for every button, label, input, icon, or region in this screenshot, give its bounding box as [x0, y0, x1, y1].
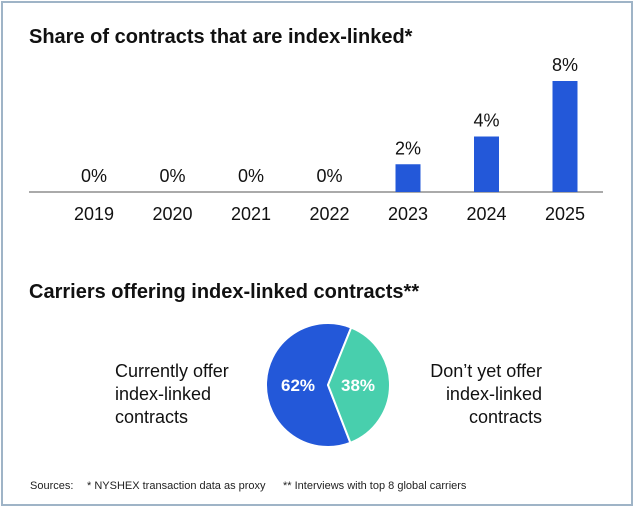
x-tick-2022: 2022 [309, 204, 349, 224]
pie-label-not-offer: Don’t yet offer index-linked contracts [430, 361, 542, 427]
pie-slice-offer [265, 322, 353, 448]
x-tick-2021: 2021 [231, 204, 271, 224]
bar-2023 [395, 164, 421, 192]
pie-chart-title: Carriers offering index-linked contracts… [29, 281, 420, 303]
data-label-2020: 0% [159, 166, 185, 186]
source-note-2: ** Interviews with top 8 global carriers [283, 480, 467, 492]
data-label-2021: 0% [238, 166, 264, 186]
pie-label-offer: Currently offer index-linked contracts [115, 361, 229, 427]
pie-slice-not-offer [326, 326, 391, 445]
x-tick-2024: 2024 [466, 204, 506, 224]
x-tick-2025: 2025 [545, 204, 585, 224]
x-tick-2019: 2019 [74, 204, 114, 224]
data-label-2025: 8% [552, 55, 578, 75]
pie-data-label-not-offer: 38% [341, 376, 375, 395]
sources-label: Sources: [30, 480, 74, 492]
bar-2025 [552, 81, 578, 192]
x-tick-2020: 2020 [152, 204, 192, 224]
data-label-2022: 0% [316, 166, 342, 186]
source-note-1: * NYSHEX transaction data as proxy [87, 480, 266, 492]
bar-chart-title: Share of contracts that are index-linked… [29, 26, 413, 48]
data-label-2024: 4% [473, 111, 499, 131]
data-label-2023: 2% [395, 138, 421, 158]
data-label-2019: 0% [81, 166, 107, 186]
pie-data-label-offer: 62% [281, 376, 315, 395]
x-tick-2023: 2023 [388, 204, 428, 224]
bar-2024 [474, 136, 499, 192]
